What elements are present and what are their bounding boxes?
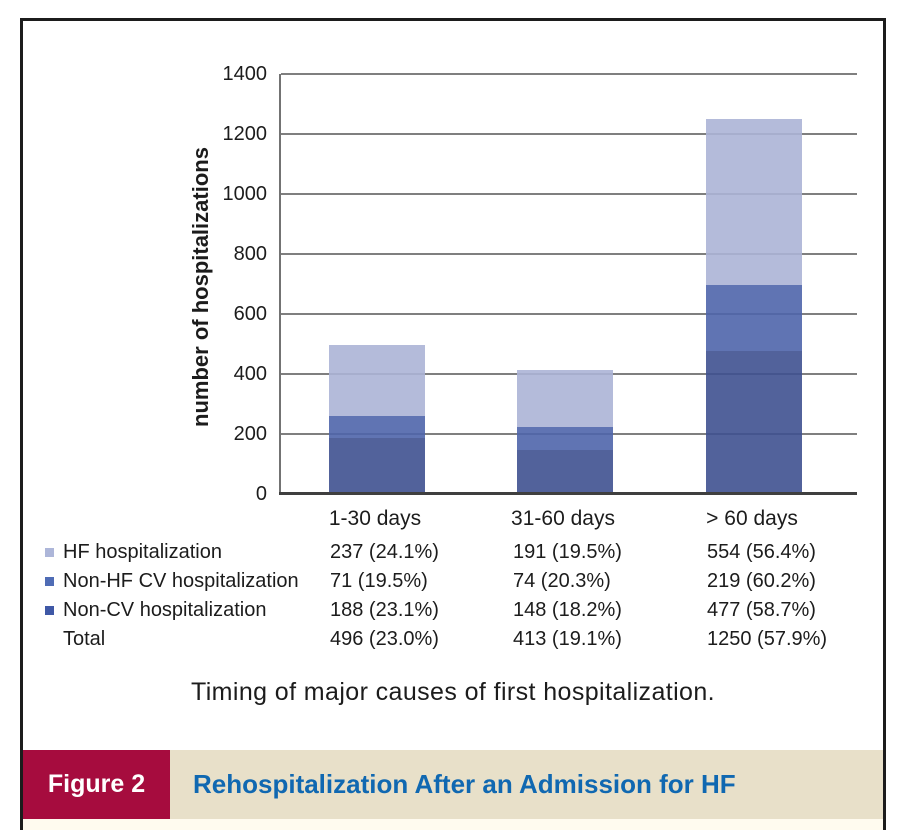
table-row-non-cv-hospitalization: Non-CV hospitalization 188 (23.1%) 148 (18… <box>23 596 883 625</box>
bar-segment-non-hf-cv-hospitalization-60-days <box>706 285 802 351</box>
row-value-60-days: 219 (60.2%) <box>707 570 816 592</box>
figure-label-chip: Figure 2 <box>23 750 170 819</box>
ytick-label-600: 600 <box>233 303 267 325</box>
bar-segment-non-hf-cv-hospitalization-1-30-days <box>329 416 425 438</box>
table-row-total: Total 496 (23.0%) 413 (19.1%) 1250 (57.9%) <box>23 625 883 654</box>
row-value-31-60-days: 148 (18.2%) <box>513 599 622 621</box>
xlabel-60-days: > 60 days <box>706 507 798 530</box>
figure-title: Rehospitalization After an Admission for… <box>170 750 883 819</box>
legend-swatch-hf-hospitalization <box>45 548 54 557</box>
x-axis-labels: 1-30 days 31-60 days > 60 days <box>279 505 855 533</box>
row-value-31-60-days: 191 (19.5%) <box>513 541 622 563</box>
plot-area <box>279 73 857 495</box>
gridline-800 <box>281 253 857 255</box>
row-value-1-30-days: 188 (23.1%) <box>330 599 439 621</box>
bar-segment-hf-hospitalization-1-30-days <box>329 345 425 417</box>
ytick-label-400: 400 <box>233 363 267 385</box>
gridline-1000 <box>281 193 857 195</box>
ytick-label-1400: 1400 <box>222 63 268 85</box>
row-value-1-30-days: 71 (19.5%) <box>330 570 428 592</box>
row-value-1-30-days: 496 (23.0%) <box>330 628 439 650</box>
row-label: Non-HF CV hospitalization <box>63 570 299 592</box>
ytick-label-0: 0 <box>255 483 267 505</box>
x-axis-line <box>279 492 857 495</box>
figure-caption: Timing of major causes of first hospital… <box>190 678 716 706</box>
row-label: Total <box>63 628 106 650</box>
row-value-31-60-days: 74 (20.3%) <box>513 570 611 592</box>
row-label: HF hospitalization <box>63 541 222 563</box>
legend-swatch-non-cv-hospitalization <box>45 606 54 615</box>
row-value-60-days: 477 (58.7%) <box>707 599 816 621</box>
bottom-strip <box>23 819 883 830</box>
row-value-1-30-days: 237 (24.1%) <box>330 541 439 563</box>
table-row-hf-hospitalization: HF hospitalization 237 (24.1%) 191 (19.5%)… <box>23 538 883 567</box>
gridline-1200 <box>281 133 857 135</box>
ytick-label-1000: 1000 <box>222 183 268 205</box>
legend-table: HF hospitalization 237 (24.1%) 191 (19.5%)… <box>23 538 883 654</box>
row-label: Non-CV hospitalization <box>63 599 267 621</box>
bar-segment-non-cv-hospitalization-1-30-days <box>329 437 425 494</box>
gridline-1400 <box>281 73 857 75</box>
bar-segment-non-hf-cv-hospitalization-31-60-days <box>517 427 613 450</box>
ytick-label-800: 800 <box>233 243 267 265</box>
legend-swatch-non-hf-cv-hospitalization <box>45 577 54 586</box>
xlabel-1-30-days: 1-30 days <box>328 507 422 530</box>
bar-segment-hf-hospitalization-60-days <box>706 119 802 286</box>
y-axis-ticks: 0 200 400 600 800 1000 1200 1400 <box>181 63 268 505</box>
row-value-60-days: 554 (56.4%) <box>707 541 816 563</box>
bar-segment-hf-hospitalization-31-60-days <box>517 370 613 428</box>
figure-banner: Figure 2 Rehospitalization After an Admi… <box>23 750 883 819</box>
ytick-label-1200: 1200 <box>222 123 268 145</box>
ytick-label-200: 200 <box>233 423 267 445</box>
table-row-non-hf-cv-hospitalization: Non-HF CV hospitalization 71 (19.5%) 74 (2… <box>23 567 883 596</box>
xlabel-31-60-days: 31-60 days <box>511 507 615 530</box>
row-value-31-60-days: 413 (19.1%) <box>513 628 622 650</box>
bar-segment-non-cv-hospitalization-31-60-days <box>517 449 613 494</box>
bar-segment-non-cv-hospitalization-60-days <box>706 350 802 494</box>
row-value-60-days: 1250 (57.9%) <box>707 628 828 650</box>
gridline-600 <box>281 313 857 315</box>
figure-frame: number of hospitalizations 0 200 400 600 800… <box>20 18 886 830</box>
